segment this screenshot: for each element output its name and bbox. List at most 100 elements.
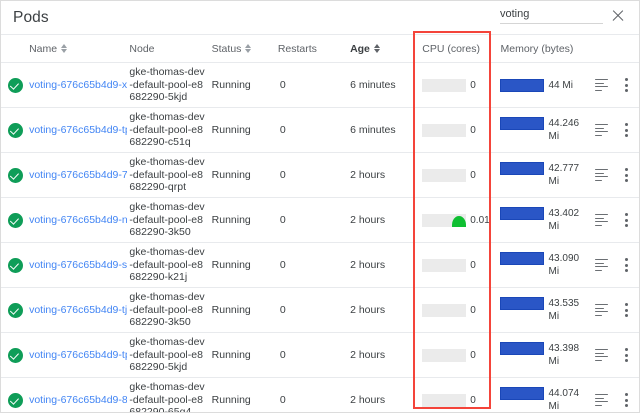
- memory-bar: [500, 117, 545, 130]
- column-header-name[interactable]: Name: [29, 34, 130, 63]
- logs-icon[interactable]: [595, 79, 609, 91]
- table-row[interactable]: voting-676c65b4d9-nv gke-thomas-dev-defau…: [1, 197, 639, 243]
- search-area: [500, 7, 627, 24]
- cell-memory: 44.074 Mi: [492, 377, 589, 412]
- cell-actions: [614, 62, 639, 108]
- logs-icon[interactable]: [595, 214, 609, 226]
- cell-logs: [588, 377, 615, 412]
- cell-status-icon: [1, 332, 30, 378]
- cell-logs: [588, 197, 615, 243]
- pod-name-link[interactable]: voting-676c65b4d9-tpr: [29, 124, 128, 136]
- cell-status-icon: [1, 152, 30, 198]
- logs-icon[interactable]: [595, 394, 609, 406]
- status-text: Running: [211, 214, 251, 226]
- status-text: Running: [211, 259, 251, 271]
- table-row[interactable]: voting-676c65b4d9-srl gke-thomas-dev-defa…: [1, 242, 639, 288]
- table-row[interactable]: voting-676c65b4d9-tpr gke-thomas-dev-defa…: [1, 107, 639, 153]
- cell-cpu: 0: [414, 107, 493, 153]
- node-name: gke-thomas-dev-default-pool-e8682290-65g…: [129, 381, 205, 413]
- table-row[interactable]: voting-676c65b4d9-tpj gke-thomas-dev-defa…: [1, 332, 639, 378]
- cpu-value: 0: [470, 349, 476, 361]
- logs-icon[interactable]: [595, 349, 609, 361]
- cell-node: gke-thomas-dev-default-pool-e8682290-k21…: [129, 242, 212, 288]
- pod-name-link[interactable]: voting-676c65b4d9-xs-: [29, 79, 128, 91]
- table-row[interactable]: voting-676c65b4d9-tj6 gke-thomas-dev-defa…: [1, 287, 639, 333]
- cell-age: 2 hours: [350, 197, 415, 243]
- column-label-status: Status: [211, 42, 242, 55]
- cell-status: Running: [211, 62, 278, 108]
- overflow-menu-icon[interactable]: [625, 302, 629, 318]
- cpu-value: 0.01: [470, 214, 490, 226]
- pod-name-link[interactable]: voting-676c65b4d9-tj6: [29, 304, 128, 316]
- cell-status-icon: [1, 62, 30, 108]
- check-circle-icon: [7, 167, 23, 183]
- cell-cpu: 0: [414, 287, 493, 333]
- age-text: 2 hours: [350, 214, 386, 226]
- cell-node: gke-thomas-dev-default-pool-e8682290-65g…: [129, 377, 212, 413]
- table-row[interactable]: voting-676c65b4d9-8fl gke-thomas-dev-defa…: [1, 377, 639, 413]
- cell-node: gke-thomas-dev-default-pool-e8682290-3k5…: [129, 197, 212, 243]
- logs-icon[interactable]: [595, 304, 609, 316]
- restarts-count: 0: [279, 259, 286, 271]
- cell-age: 2 hours: [350, 152, 415, 198]
- column-header-memory: Memory (bytes): [492, 34, 589, 63]
- cell-cpu: 0: [414, 152, 493, 198]
- cpu-value: 0: [470, 259, 476, 271]
- table-row[interactable]: voting-676c65b4d9-xs-gke-thomas-dev-defa…: [1, 62, 639, 108]
- pod-name-link[interactable]: voting-676c65b4d9-nv: [29, 214, 128, 226]
- overflow-menu-icon[interactable]: [625, 257, 629, 273]
- close-icon[interactable]: [609, 7, 627, 25]
- cell-logs: [588, 107, 615, 153]
- node-name: gke-thomas-dev-default-pool-e8682290-3k5…: [129, 291, 205, 329]
- pod-name-link[interactable]: voting-676c65b4d9-8fl: [29, 394, 128, 406]
- check-circle-icon: [7, 77, 23, 93]
- memory-bar-fill: [500, 207, 545, 220]
- pod-name-link[interactable]: voting-676c65b4d9-srl: [29, 259, 128, 271]
- overflow-menu-icon[interactable]: [625, 212, 629, 228]
- cpu-value: 0: [470, 169, 476, 181]
- search-input[interactable]: [500, 8, 603, 24]
- overflow-menu-icon[interactable]: [625, 347, 629, 363]
- status-text: Running: [211, 79, 251, 91]
- table-row[interactable]: voting-676c65b4d9-72 gke-thomas-dev-defau…: [1, 152, 639, 198]
- restarts-count: 0: [279, 79, 286, 91]
- cell-logs: [588, 62, 615, 108]
- sort-arrows-icon[interactable]: [245, 43, 252, 54]
- cell-actions: [614, 287, 639, 333]
- sort-arrows-icon[interactable]: [373, 43, 380, 54]
- pod-name-link[interactable]: voting-676c65b4d9-tpj: [29, 349, 128, 361]
- overflow-menu-icon[interactable]: [625, 167, 629, 183]
- cell-name: voting-676c65b4d9-tpr: [29, 107, 130, 153]
- cell-name: voting-676c65b4d9-72: [29, 152, 130, 198]
- cell-memory: 43.398 Mi: [492, 332, 589, 378]
- column-header-age[interactable]: Age: [350, 34, 415, 63]
- pod-name-link[interactable]: voting-676c65b4d9-72: [29, 169, 128, 181]
- cpu-sparkline: [422, 348, 467, 362]
- memory-value: 44 Mi: [548, 79, 573, 91]
- column-label-node: Node: [129, 42, 155, 55]
- cell-actions: [614, 107, 639, 153]
- cpu-value: 0: [470, 79, 476, 91]
- restarts-count: 0: [279, 214, 286, 226]
- check-circle-icon: [7, 212, 23, 228]
- overflow-menu-icon[interactable]: [625, 122, 629, 138]
- check-circle-icon: [7, 392, 23, 408]
- column-header-status[interactable]: Status: [211, 34, 278, 63]
- node-name: gke-thomas-dev-default-pool-e8682290-5kj…: [129, 336, 205, 374]
- cell-age: 6 minutes: [350, 107, 415, 153]
- cell-status: Running: [211, 377, 278, 412]
- overflow-menu-icon[interactable]: [625, 392, 629, 408]
- overflow-menu-icon[interactable]: [625, 77, 629, 93]
- sort-arrows-icon[interactable]: [61, 43, 68, 54]
- logs-icon[interactable]: [595, 124, 609, 136]
- memory-value: 43.090 Mi: [548, 253, 580, 277]
- cpu-sparkline: [422, 78, 467, 92]
- logs-icon[interactable]: [595, 169, 609, 181]
- restarts-count: 0: [279, 169, 286, 181]
- cell-restarts: 0: [277, 62, 351, 108]
- memory-bar-fill: [500, 78, 545, 92]
- cpu-sparkline-area: [452, 215, 467, 227]
- logs-icon[interactable]: [595, 259, 609, 271]
- age-text: 2 hours: [350, 259, 386, 271]
- cell-memory: 43.402 Mi: [492, 197, 589, 243]
